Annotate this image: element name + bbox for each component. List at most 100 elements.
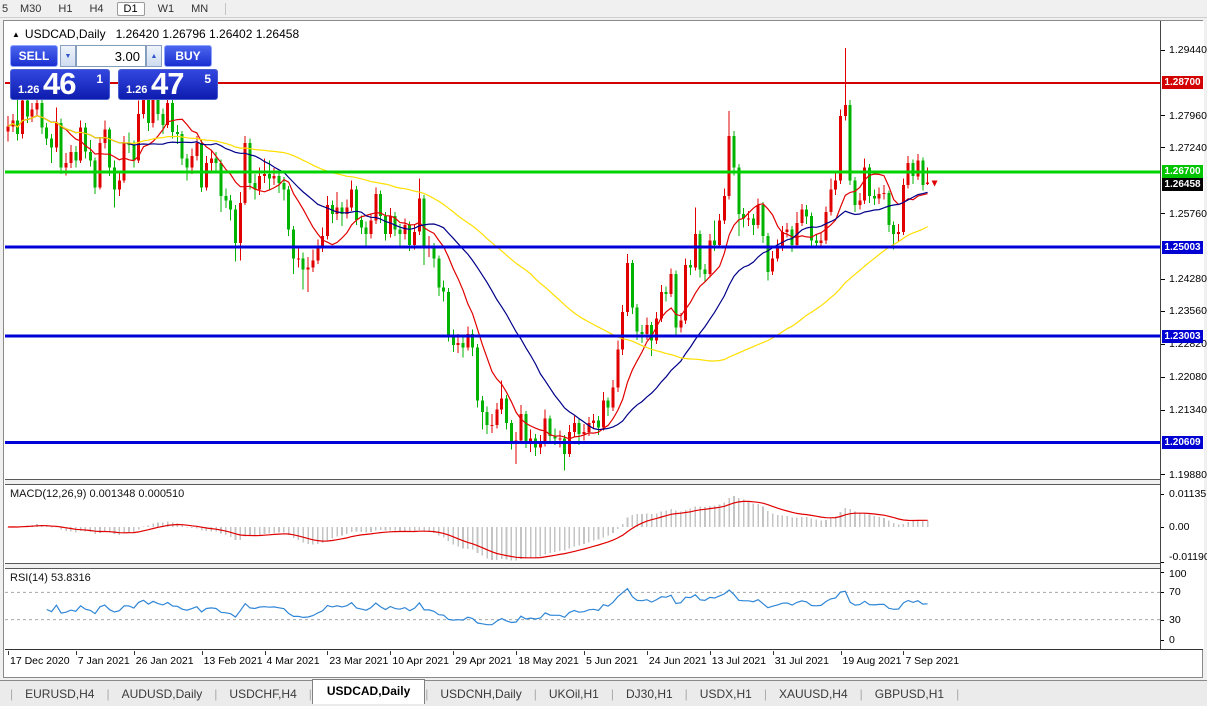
date-label: 23 Mar 2021 (329, 655, 389, 667)
tab-usdcad-daily[interactable]: USDCAD,Daily (311, 679, 426, 704)
date-label: 13 Jul 2021 (711, 655, 767, 667)
price-arrow-icon (931, 180, 938, 187)
tab-gbpusd-h1[interactable]: GBPUSD,H1 (874, 686, 945, 701)
buy-price-sup: 5 (204, 72, 211, 86)
collapse-icon[interactable]: ▲ (12, 30, 20, 39)
price-level-chip: 1.28700 (1162, 76, 1203, 90)
price-axis-label: 1.22080 (1169, 371, 1207, 384)
timeframe-button-h1[interactable]: H1 (58, 2, 73, 15)
rsi-axis-label: 100 (1169, 568, 1187, 580)
panel-separator[interactable] (5, 479, 1203, 485)
macd-panel[interactable] (5, 486, 1160, 564)
price-level-chip: 1.25003 (1162, 240, 1203, 254)
price-axis[interactable]: 1.29440 1.27960 1.27240 1.25760 1.24280 1.235… (1160, 21, 1207, 649)
rsi-level-lines (5, 591, 1160, 621)
sell-price-sup: 1 (96, 72, 103, 86)
date-tick (264, 651, 266, 655)
rsi-axis-label: 30 (1169, 613, 1181, 626)
macd-label: MACD(12,26,9) 0.001348 0.000510 (10, 488, 185, 500)
date-tick (453, 651, 455, 655)
tab-usdcnh-daily[interactable]: USDCNH,Daily (440, 686, 522, 701)
spin-down-icon: ▼ (64, 52, 72, 60)
date-label: 19 Aug 2021 (842, 655, 902, 667)
axis-tick (1161, 376, 1165, 378)
tab-separator: | (956, 686, 960, 701)
timeframe-button-d1[interactable]: D1 (116, 1, 145, 16)
axis-tick (1161, 619, 1164, 621)
timeframe-button-w1[interactable]: W1 (157, 2, 175, 15)
tab-separator: | (684, 686, 688, 701)
timeframe-button-5[interactable]: 5 (2, 2, 9, 15)
macd-histogram (7, 496, 929, 561)
tab-separator: | (859, 686, 863, 701)
date-label: 29 Apr 2021 (455, 655, 512, 667)
tab-usdchf-h4[interactable]: USDCHF,H4 (229, 686, 297, 701)
date-tick (646, 651, 648, 655)
tab-usdx-h1[interactable]: USDX,H1 (699, 686, 752, 701)
date-label: 5 Jun 2021 (586, 655, 638, 667)
buy-price-box[interactable]: 1.26 47 5 (118, 66, 218, 101)
date-label: 26 Jan 2021 (135, 655, 194, 667)
price-level-chip: 1.23003 (1162, 329, 1203, 343)
axis-tick (1161, 527, 1164, 528)
date-label: 13 Feb 2021 (203, 655, 263, 667)
price-level-chip: 1.26700 (1162, 165, 1203, 179)
volume-input[interactable]: 3.00 (76, 45, 146, 67)
axis-tick (1161, 310, 1165, 312)
date-label: 4 Mar 2021 (266, 655, 320, 667)
tab-audusd-daily[interactable]: AUDUSD,Daily (121, 686, 203, 701)
volume-decrease-button[interactable]: ▼ (60, 45, 76, 67)
date-tick (840, 651, 842, 655)
date-tick (133, 651, 135, 655)
date-tick (584, 651, 585, 655)
tab-separator: | (533, 686, 537, 701)
axis-tick (1161, 640, 1164, 641)
axis-tick (1161, 474, 1165, 476)
axis-tick (1161, 278, 1165, 280)
axis-tick (1161, 147, 1165, 149)
chart-title: ▲ USDCAD,Daily 1.26420 1.26796 1.26402 1.2… (12, 27, 299, 41)
chart-ohlc-values: 1.26420 1.26796 1.26402 1.26458 (115, 27, 300, 41)
sell-button[interactable]: SELL (10, 45, 58, 67)
timeframe-button-m30[interactable]: M30 (20, 2, 42, 15)
tab-separator: | (763, 686, 767, 701)
date-tick (8, 651, 9, 655)
timeframe-button-h4[interactable]: H4 (89, 2, 104, 15)
tab-ukoil-h1[interactable]: UKOil,H1 (548, 686, 599, 701)
price-level-chip: 1.20609 (1162, 436, 1203, 449)
rsi-panel[interactable] (5, 570, 1160, 648)
time-axis[interactable]: 17 Dec 2020 7 Jan 2021 26 Jan 2021 13 Feb 2… (5, 650, 1160, 676)
macd-signal-line (7, 500, 928, 559)
date-label: 7 Sep 2021 (905, 655, 960, 667)
panel-separator[interactable] (5, 563, 1203, 569)
tab-dj30-h1[interactable]: DJ30,H1 (625, 686, 673, 701)
volume-increase-button[interactable]: ▲ (146, 45, 162, 67)
macd-axis-label: 0.00 (1169, 521, 1190, 533)
one-click-trade-panel: SELL ▼ 3.00 ▲ BUY 1.26 46 1 1.26 47 5 (10, 45, 218, 101)
chart-tab-bar: | EURUSD,H4 | AUDUSD,Daily | USDCHF,H4 | USDCAD… (0, 679, 1207, 706)
date-label: 7 Jan 2021 (77, 655, 130, 667)
timeframe-button-mn[interactable]: MN (191, 2, 209, 15)
buy-price-prefix: 1.26 (126, 84, 148, 96)
price-axis-label: 1.23560 (1169, 305, 1207, 318)
axis-tick (1161, 409, 1165, 411)
candlestick-chart[interactable] (5, 28, 1160, 480)
tab-separator: | (308, 686, 312, 701)
rsi-axis-label: 70 (1169, 586, 1181, 599)
date-tick (516, 651, 518, 655)
buy-price-big: 47 (151, 66, 184, 101)
sell-price-box[interactable]: 1.26 46 1 (10, 66, 110, 101)
buy-button[interactable]: BUY (164, 45, 212, 67)
tab-separator: | (106, 686, 110, 701)
date-label: 18 May 2021 (518, 655, 579, 667)
date-tick (201, 651, 203, 655)
date-label: 24 Jun 2021 (648, 655, 707, 667)
axis-tick (1161, 343, 1165, 345)
tab-xauusd-h4[interactable]: XAUUSD,H4 (778, 686, 848, 701)
tab-separator: | (610, 686, 614, 701)
timeframe-toolbar: 5 M30 H1 H4 D1 W1 MN (0, 0, 1207, 18)
axis-tick (1161, 115, 1165, 117)
rsi-line (46, 587, 928, 626)
tab-eurusd-h4[interactable]: EURUSD,H4 (25, 686, 95, 701)
axis-tick (1161, 49, 1165, 51)
